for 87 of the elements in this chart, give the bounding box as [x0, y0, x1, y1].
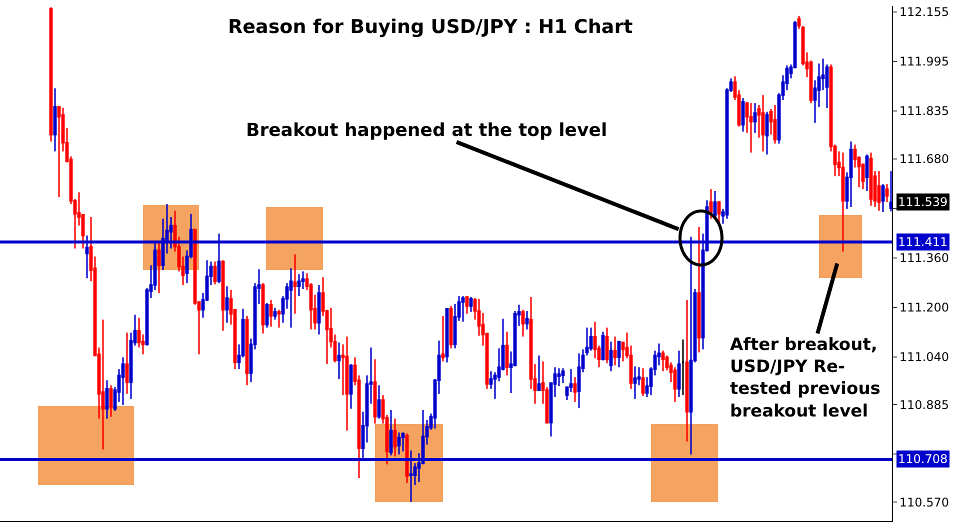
candlestick: [609, 340, 613, 372]
candlestick: [317, 284, 321, 336]
candlestick: [765, 111, 769, 156]
candlestick: [681, 338, 685, 396]
candlestick: [537, 354, 541, 392]
candlestick: [373, 358, 377, 424]
candlestick: [449, 305, 453, 350]
ref-line-label: 111.411: [898, 235, 948, 249]
candlestick: [469, 296, 473, 313]
candlestick: [749, 102, 753, 154]
candlestick: [57, 105, 61, 198]
candlestick: [521, 308, 525, 338]
annotation: After breakout, USD/JPY Re- tested previous breakout level: [730, 335, 880, 422]
y-tick-label: 111.200: [899, 300, 950, 314]
y-tick-label: 111.995: [899, 54, 950, 69]
candlestick: [685, 299, 689, 442]
candlestick: [709, 188, 713, 220]
annotation: Breakout happened at the top level: [246, 120, 608, 141]
candlestick: [337, 342, 341, 380]
text: Reason for Buying USD/JPY : H1 Chart: [228, 16, 633, 38]
candlestick: [221, 260, 225, 332]
candlestick: [881, 183, 885, 213]
candlestick: [561, 367, 565, 384]
candlestick: [869, 152, 873, 207]
candlestick: [673, 366, 677, 403]
candlestick: [105, 380, 109, 420]
candlestick: [877, 170, 881, 212]
candlestick: [265, 302, 269, 328]
candlestick: [377, 384, 381, 420]
candlestick: [889, 170, 892, 212]
candlestick: [525, 310, 529, 330]
candlestick: [297, 273, 301, 297]
candlestick: [269, 299, 273, 328]
candlestick: [773, 104, 777, 144]
y-tick-label: 110.885: [899, 398, 950, 412]
candlestick: [101, 318, 105, 450]
candlestick: [617, 340, 621, 368]
candlestick: [677, 350, 681, 398]
candlestick: [273, 307, 277, 320]
candlestick: [461, 295, 465, 323]
candlestick: [641, 367, 645, 397]
y-tick-label: 112.155: [899, 5, 950, 20]
candlestick: [577, 352, 581, 409]
candlestick: [53, 88, 57, 152]
candlestick: [441, 315, 445, 362]
y-tick-label: 111.040: [899, 350, 950, 364]
candlestick: [401, 432, 405, 452]
candlestick: [841, 152, 845, 252]
candlestick: [225, 285, 229, 324]
candlestick: [393, 418, 397, 458]
candlestick: [277, 308, 281, 328]
candlestick: [741, 97, 745, 132]
candlestick: [601, 330, 605, 362]
candlestick: [213, 260, 217, 286]
candlestick: [885, 183, 889, 203]
candlestick: [697, 226, 701, 354]
y-tick-label: 111.360: [899, 250, 950, 265]
candlestick: [157, 240, 161, 294]
candlestick: [289, 268, 293, 328]
candlestick: [865, 154, 869, 192]
candlestick: [661, 350, 665, 372]
y-tick-label: 111.680: [899, 152, 950, 166]
candlestick: [633, 366, 637, 400]
candlestick: [573, 376, 577, 403]
candlestick: [613, 336, 617, 366]
candlestick: [345, 336, 349, 432]
candlestick: [109, 384, 113, 418]
candlestick: [389, 409, 393, 456]
ref-line-label: 110.708: [898, 452, 948, 466]
candlestick: [293, 254, 297, 315]
candlestick: [465, 295, 469, 315]
candlestick: [605, 326, 609, 364]
candlestick: [753, 102, 757, 134]
candlestick: [849, 140, 853, 208]
y-tick-label: 111.835: [899, 104, 950, 118]
candlestick: [589, 326, 593, 352]
candlestick: [125, 332, 129, 395]
candlestick: [261, 282, 265, 334]
y-tick-label: 110.570: [899, 495, 950, 510]
text: 111.539: [898, 195, 948, 209]
candlestick: [245, 315, 249, 386]
candlestick: [121, 356, 125, 406]
candlestick: [397, 432, 401, 456]
candlestick: [717, 200, 721, 224]
candlestick: [761, 94, 765, 152]
candlestick: [505, 330, 509, 376]
candlestick: [349, 363, 353, 410]
